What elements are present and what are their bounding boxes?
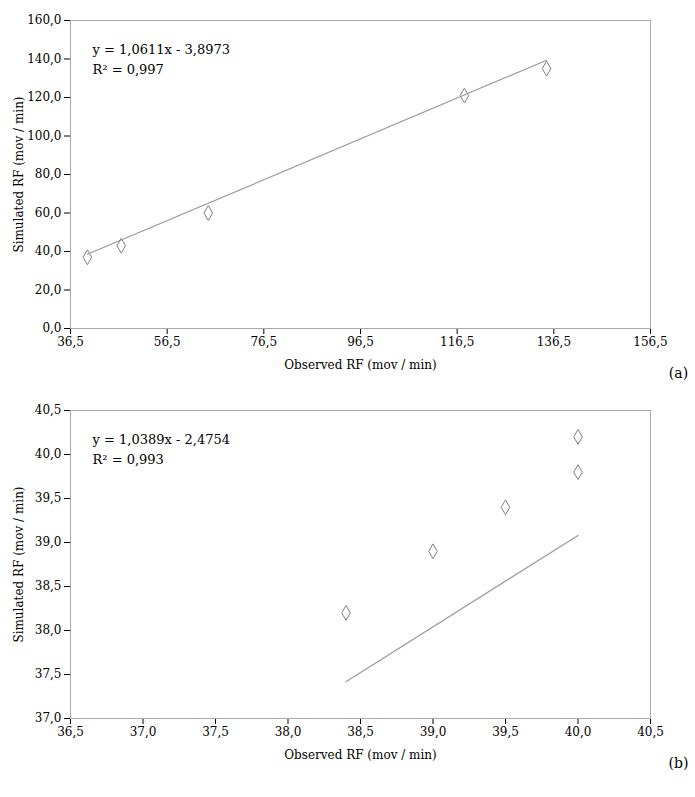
svg-text:37,0: 37,0 [35,711,62,725]
svg-text:Simulated RF (mov / min): Simulated RF (mov / min) [12,486,26,642]
svg-text:37,5: 37,5 [202,725,229,739]
svg-text:(b): (b) [669,755,689,771]
svg-text:R² = 0,993: R² = 0,993 [93,452,164,467]
svg-text:R² = 0,997: R² = 0,997 [93,62,164,77]
svg-text:Observed RF (mov / min): Observed RF (mov / min) [284,358,436,372]
svg-text:40,5: 40,5 [35,403,62,417]
svg-text:76,5: 76,5 [250,335,277,349]
svg-text:100,0: 100,0 [27,129,61,143]
svg-text:Observed RF (mov / min): Observed RF (mov / min) [284,748,436,762]
svg-text:y = 1,0611x - 3,8973: y = 1,0611x - 3,8973 [92,42,230,57]
svg-text:40,0: 40,0 [35,244,62,258]
svg-text:120,0: 120,0 [27,90,61,104]
svg-text:60,0: 60,0 [35,206,62,220]
svg-text:36,5: 36,5 [57,335,84,349]
svg-text:Simulated RF (mov / min): Simulated RF (mov / min) [12,96,26,252]
svg-text:38,0: 38,0 [275,725,302,739]
svg-text:36,5: 36,5 [57,725,84,739]
svg-text:37,5: 37,5 [35,667,62,681]
svg-text:80,0: 80,0 [35,167,62,181]
svg-text:140,0: 140,0 [27,52,61,66]
svg-text:y = 1,0389x - 2,4754: y = 1,0389x - 2,4754 [92,432,230,447]
svg-text:0,0: 0,0 [42,321,61,335]
svg-text:116,5: 116,5 [440,335,474,349]
svg-text:39,0: 39,0 [420,725,447,739]
svg-text:156,5: 156,5 [633,335,667,349]
svg-text:40,5: 40,5 [637,725,664,739]
svg-text:38,5: 38,5 [347,725,374,739]
svg-text:37,0: 37,0 [130,725,157,739]
svg-text:(a): (a) [669,365,688,381]
svg-text:136,5: 136,5 [537,335,571,349]
svg-text:160,0: 160,0 [27,13,61,27]
svg-text:38,5: 38,5 [35,579,62,593]
svg-text:56,5: 56,5 [154,335,181,349]
svg-text:39,0: 39,0 [35,535,62,549]
svg-text:39,5: 39,5 [492,725,519,739]
svg-text:40,0: 40,0 [35,447,62,461]
svg-text:40,0: 40,0 [565,725,592,739]
svg-text:20,0: 20,0 [35,283,62,297]
svg-text:38,0: 38,0 [35,623,62,637]
svg-text:39,5: 39,5 [35,491,62,505]
svg-text:96,5: 96,5 [347,335,374,349]
